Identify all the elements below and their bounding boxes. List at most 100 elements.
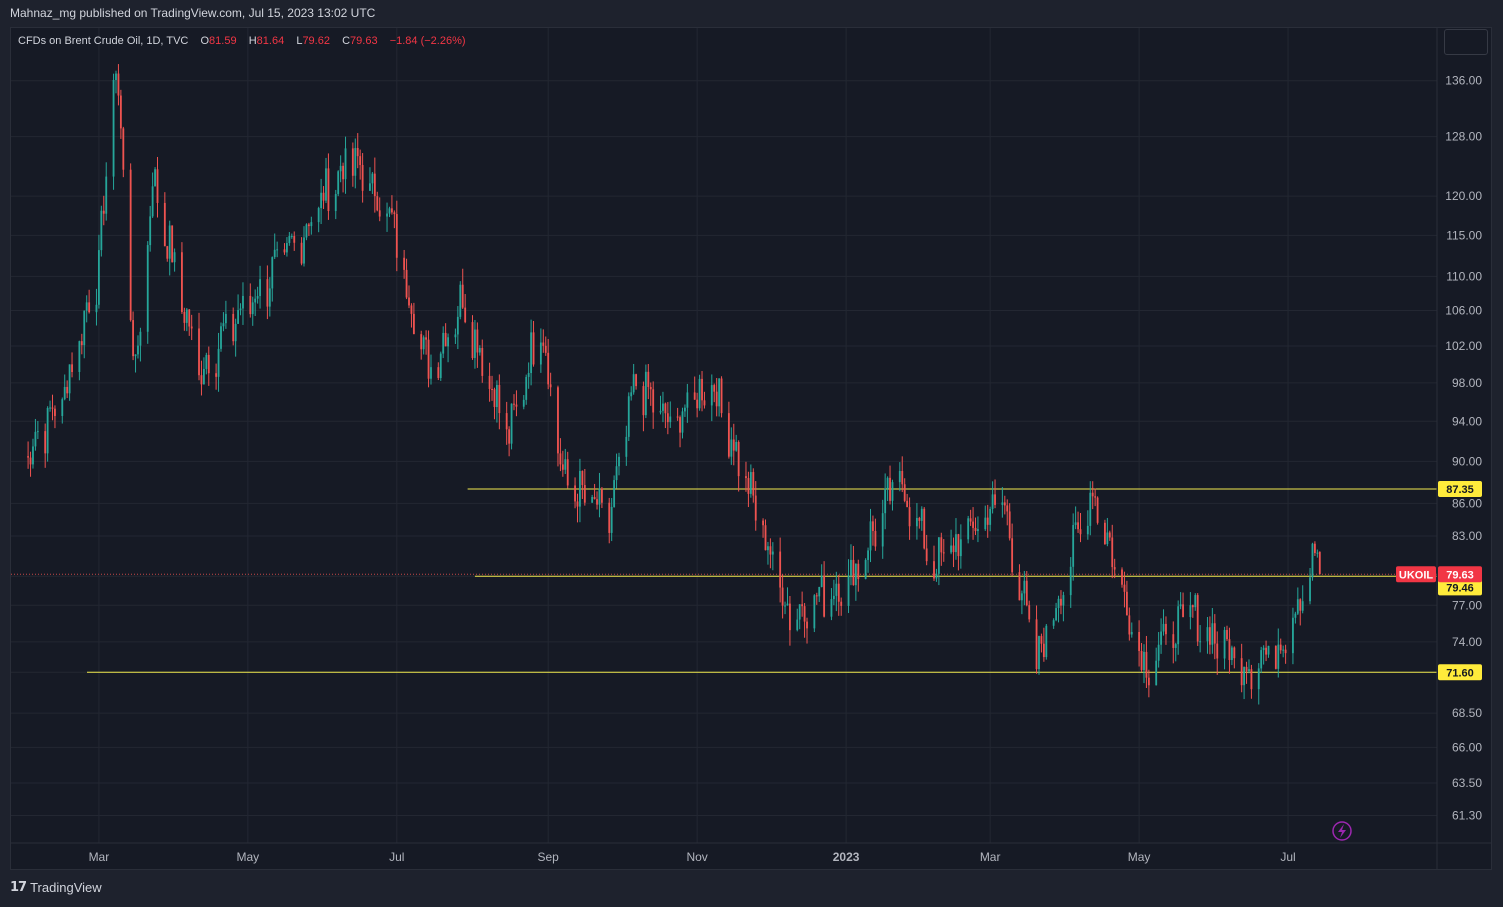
candle-body: [200, 375, 203, 385]
candle-body: [1265, 647, 1267, 655]
price-tick-label: 90.00: [1452, 454, 1482, 468]
candle-body: [293, 236, 296, 243]
candle-body: [1189, 605, 1192, 618]
candle-body: [66, 386, 69, 394]
lightning-icon[interactable]: [1332, 821, 1352, 841]
candle-body: [701, 378, 703, 401]
price-tick-label: 106.00: [1445, 304, 1482, 318]
candle-body: [547, 352, 550, 385]
candle-body: [1243, 666, 1246, 686]
candle-body: [974, 527, 977, 532]
candle-body: [1162, 623, 1165, 632]
candle-body: [1011, 538, 1014, 573]
candle-body: [139, 331, 142, 346]
candle-body: [627, 396, 630, 437]
candle-body: [642, 386, 645, 416]
candle-body: [864, 559, 867, 580]
candle-body: [166, 246, 169, 259]
candle-body: [735, 441, 738, 451]
candle-body: [1108, 532, 1111, 538]
candle-body: [508, 429, 511, 444]
candle-body: [1147, 677, 1150, 686]
candle-body: [906, 500, 909, 508]
candle-body: [1211, 623, 1214, 645]
chart-pane[interactable]: [10, 27, 1492, 870]
level-tag-71-60: 71.60: [1446, 667, 1474, 679]
candle-body: [781, 587, 784, 606]
candle-body: [461, 284, 464, 308]
candle-body: [371, 173, 374, 184]
candle-body: [34, 431, 37, 447]
candle-body: [818, 586, 821, 597]
candle-body: [1145, 651, 1148, 678]
candle-body: [498, 384, 501, 414]
candle-body: [100, 210, 103, 251]
candle-body: [1277, 644, 1280, 669]
scale-settings-button[interactable]: [1444, 29, 1488, 55]
candle-body: [872, 521, 874, 531]
candle-body: [1001, 502, 1004, 505]
candle-body: [361, 164, 364, 191]
candle-body: [188, 309, 191, 327]
candle-body: [1020, 593, 1023, 601]
candle-body: [525, 376, 528, 400]
candle-body: [933, 561, 935, 579]
candle-body: [852, 559, 855, 586]
candle-body: [1213, 623, 1216, 644]
candle-body: [713, 385, 716, 392]
tradingview-watermark: 𝟭𝟳 TradingView: [10, 880, 102, 895]
price-tick-label: 136.00: [1445, 74, 1482, 88]
candle-body: [889, 477, 891, 501]
candle-body: [119, 95, 122, 129]
candle-body: [847, 575, 850, 606]
candle-body: [237, 310, 240, 324]
candle-body: [698, 378, 701, 409]
price-tags: 87.35 79.46 71.60 79.63 UKOIL: [1396, 480, 1482, 681]
candle-body: [1157, 644, 1160, 661]
candle-body: [532, 332, 535, 365]
candle-body: [815, 595, 818, 597]
candle-body: [456, 316, 459, 335]
candle-body: [544, 345, 547, 353]
candle-body: [102, 210, 105, 214]
candle-body: [1223, 629, 1226, 659]
candle-body: [942, 552, 945, 554]
candle-body: [1172, 634, 1175, 648]
candle-body: [425, 337, 428, 340]
candle-body: [478, 347, 481, 353]
candle-body: [732, 439, 735, 451]
candle-body: [830, 599, 833, 617]
symbol-name[interactable]: CFDs on Brent Crude Oil, 1D, TVC: [18, 35, 189, 47]
price-tick-label: 66.00: [1452, 740, 1482, 754]
low-label: L: [296, 35, 303, 47]
candle-body: [325, 168, 327, 201]
candle-body: [510, 403, 513, 444]
candle-body: [354, 147, 357, 176]
candle-body: [49, 407, 51, 409]
level-tag-71-60-bg: [1438, 664, 1482, 681]
candle-body: [662, 403, 664, 411]
candle-body: [737, 441, 740, 477]
candle-body: [283, 249, 286, 253]
candle-body: [1091, 492, 1094, 497]
candle-body: [798, 604, 801, 620]
candle-body: [881, 513, 884, 547]
candle-body: [1309, 577, 1311, 602]
candle-body: [1313, 543, 1316, 554]
candle-body: [217, 348, 220, 377]
close-label: C: [342, 35, 351, 47]
candle-body: [422, 337, 425, 350]
symbol-tag-bg: [1396, 566, 1436, 583]
candle-body: [1104, 522, 1106, 545]
candle-body: [303, 237, 305, 264]
candle-body: [1245, 666, 1248, 672]
candle-body: [1062, 595, 1065, 606]
candle-body: [391, 208, 393, 213]
candle-body: [923, 508, 926, 549]
level-tag-87-35: 87.35: [1446, 484, 1474, 496]
candle-body: [395, 214, 398, 258]
candle-body: [625, 436, 628, 457]
candle-body: [1130, 631, 1133, 635]
candle-body: [334, 194, 337, 212]
